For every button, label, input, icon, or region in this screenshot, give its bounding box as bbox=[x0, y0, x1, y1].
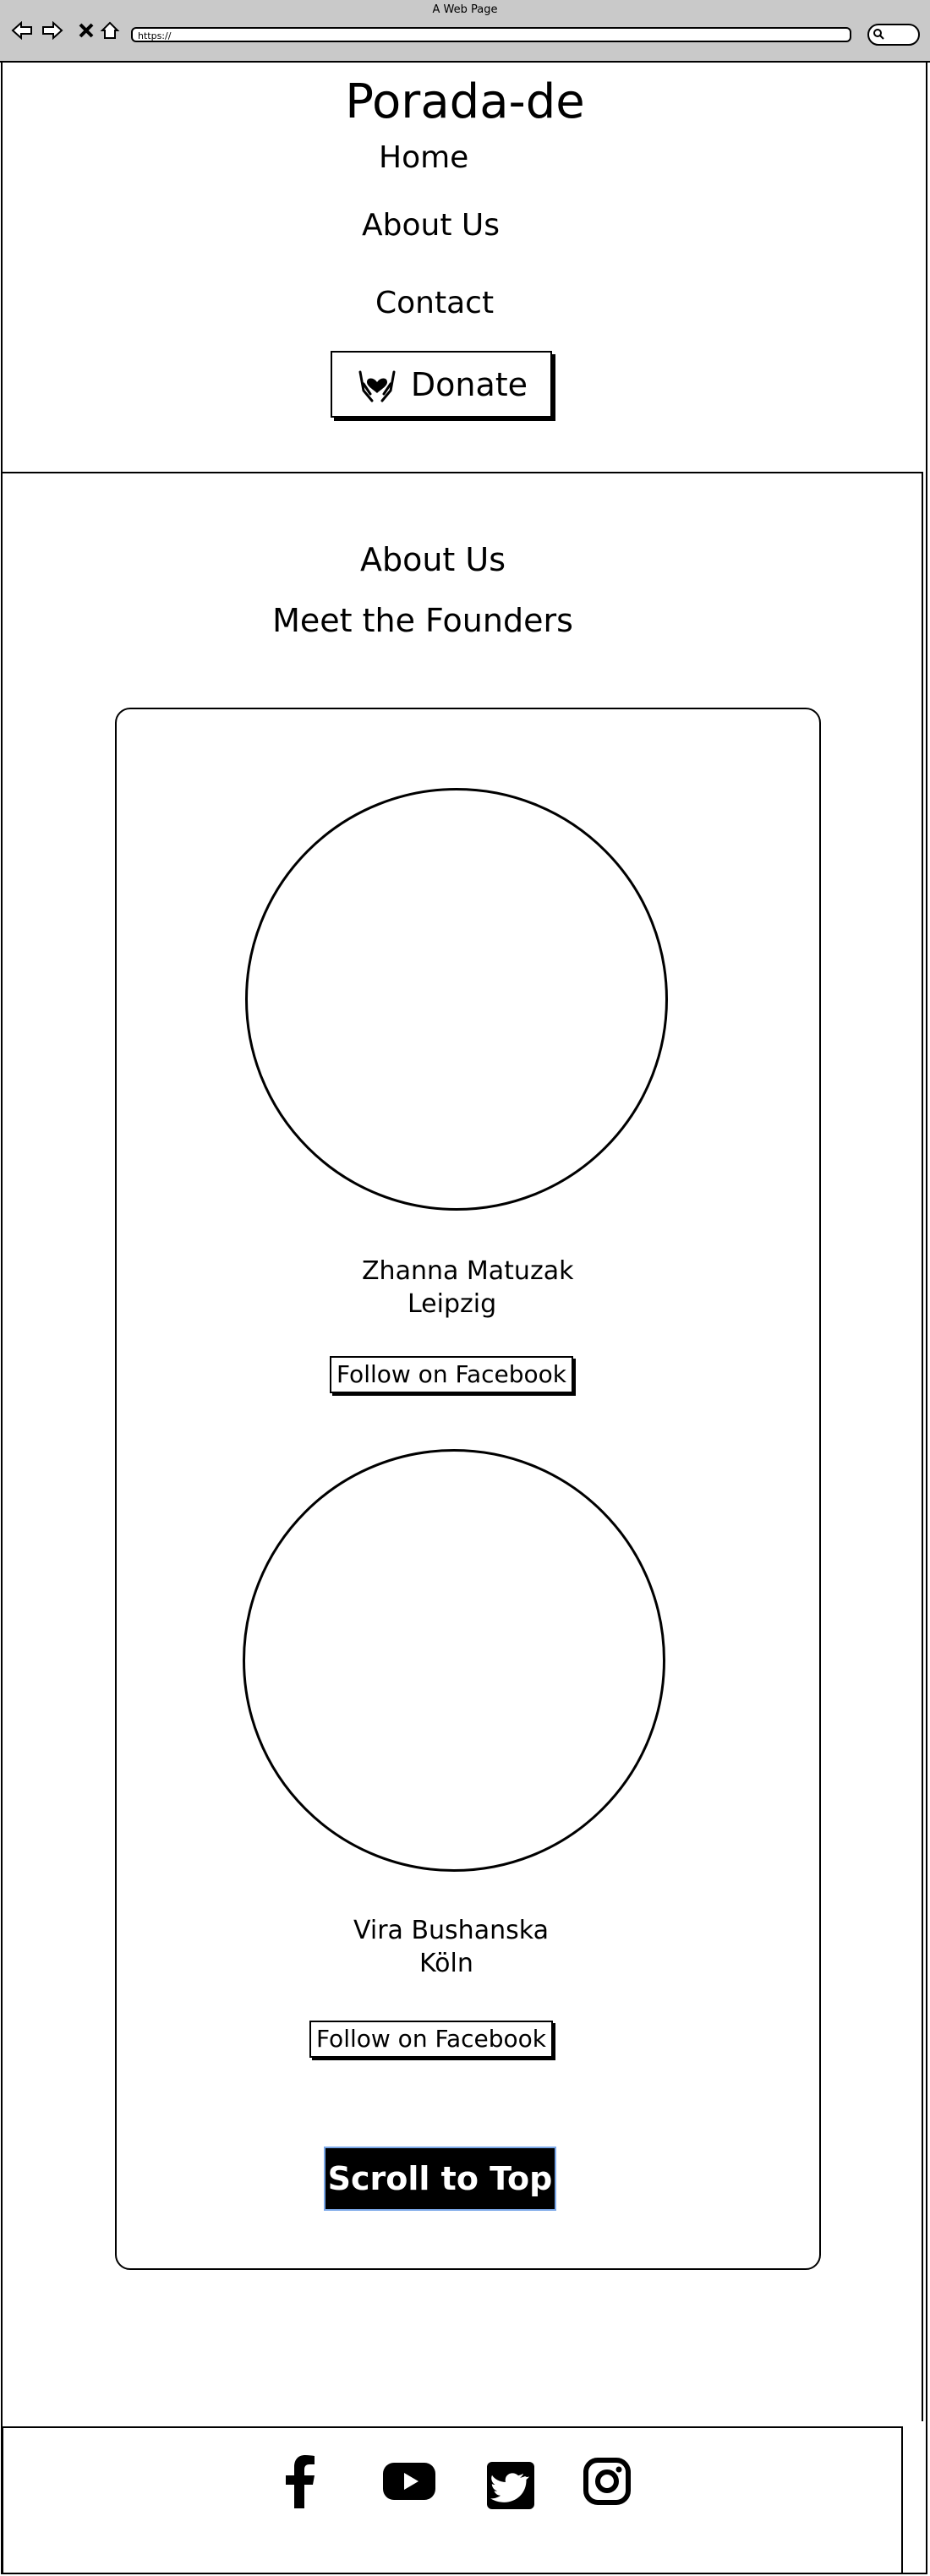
window-title: A Web Page bbox=[432, 3, 498, 16]
youtube-icon[interactable] bbox=[382, 2452, 436, 2511]
back-arrow-icon[interactable] bbox=[10, 19, 34, 42]
donate-label: Donate bbox=[410, 365, 528, 403]
site-title[interactable]: Porada-de bbox=[345, 74, 585, 129]
search-icon bbox=[873, 29, 884, 40]
founder-city: Köln bbox=[419, 1949, 473, 1978]
nav-link-home[interactable]: Home bbox=[379, 140, 469, 175]
donate-button[interactable]: Donate bbox=[331, 351, 552, 418]
facebook-icon[interactable] bbox=[272, 2452, 326, 2511]
scroll-to-top-button[interactable]: Scroll to Top bbox=[324, 2147, 556, 2211]
founder-name: Vira Bushanska bbox=[353, 1916, 549, 1945]
founder-avatar bbox=[245, 788, 668, 1211]
forward-arrow-icon[interactable] bbox=[41, 19, 64, 42]
page-frame bbox=[1, 61, 927, 2574]
browser-search-field[interactable] bbox=[867, 24, 920, 46]
url-bar[interactable]: https:// bbox=[131, 27, 851, 42]
founder-city: Leipzig bbox=[408, 1289, 497, 1319]
nav-link-contact[interactable]: Contact bbox=[375, 286, 495, 320]
founders-card bbox=[115, 708, 821, 2270]
founder-name: Zhanna Matuzak bbox=[362, 1256, 574, 1286]
follow-facebook-button[interactable]: Follow on Facebook bbox=[309, 2021, 553, 2058]
follow-facebook-button[interactable]: Follow on Facebook bbox=[330, 1356, 573, 1393]
main-section bbox=[2, 472, 923, 2421]
heart-hands-icon bbox=[358, 370, 396, 402]
founder-avatar bbox=[243, 1449, 665, 1872]
close-x-icon[interactable] bbox=[74, 19, 98, 42]
twitter-icon[interactable] bbox=[484, 2456, 538, 2515]
section-title: About Us bbox=[359, 541, 506, 578]
footer bbox=[2, 2426, 903, 2574]
home-icon[interactable] bbox=[98, 19, 122, 42]
nav-link-about[interactable]: About Us bbox=[362, 208, 500, 243]
section-subtitle: Meet the Founders bbox=[272, 602, 573, 639]
instagram-icon[interactable] bbox=[580, 2452, 634, 2511]
